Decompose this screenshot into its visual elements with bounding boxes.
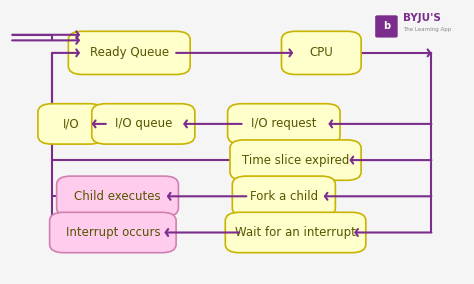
Text: I/O queue: I/O queue [115,117,172,130]
Text: BYJU'S: BYJU'S [403,13,441,23]
Text: Wait for an interrupt: Wait for an interrupt [235,226,356,239]
FancyBboxPatch shape [50,212,176,253]
Text: Time slice expired: Time slice expired [242,154,349,167]
FancyBboxPatch shape [38,104,103,144]
Text: The Learning App: The Learning App [403,27,452,32]
FancyBboxPatch shape [230,140,361,180]
Text: Child executes: Child executes [74,190,161,203]
FancyBboxPatch shape [225,212,366,253]
Text: I/O request: I/O request [251,117,317,130]
FancyBboxPatch shape [68,31,190,74]
FancyBboxPatch shape [57,176,178,216]
Text: Interrupt occurs: Interrupt occurs [65,226,160,239]
FancyBboxPatch shape [375,15,398,37]
Text: b: b [383,22,390,32]
Text: I/O: I/O [63,117,79,130]
FancyBboxPatch shape [232,176,336,216]
FancyBboxPatch shape [92,104,195,144]
Text: Ready Queue: Ready Queue [90,46,169,59]
Text: CPU: CPU [310,46,333,59]
Text: Fork a child: Fork a child [250,190,318,203]
FancyBboxPatch shape [228,104,340,144]
FancyBboxPatch shape [282,31,361,74]
